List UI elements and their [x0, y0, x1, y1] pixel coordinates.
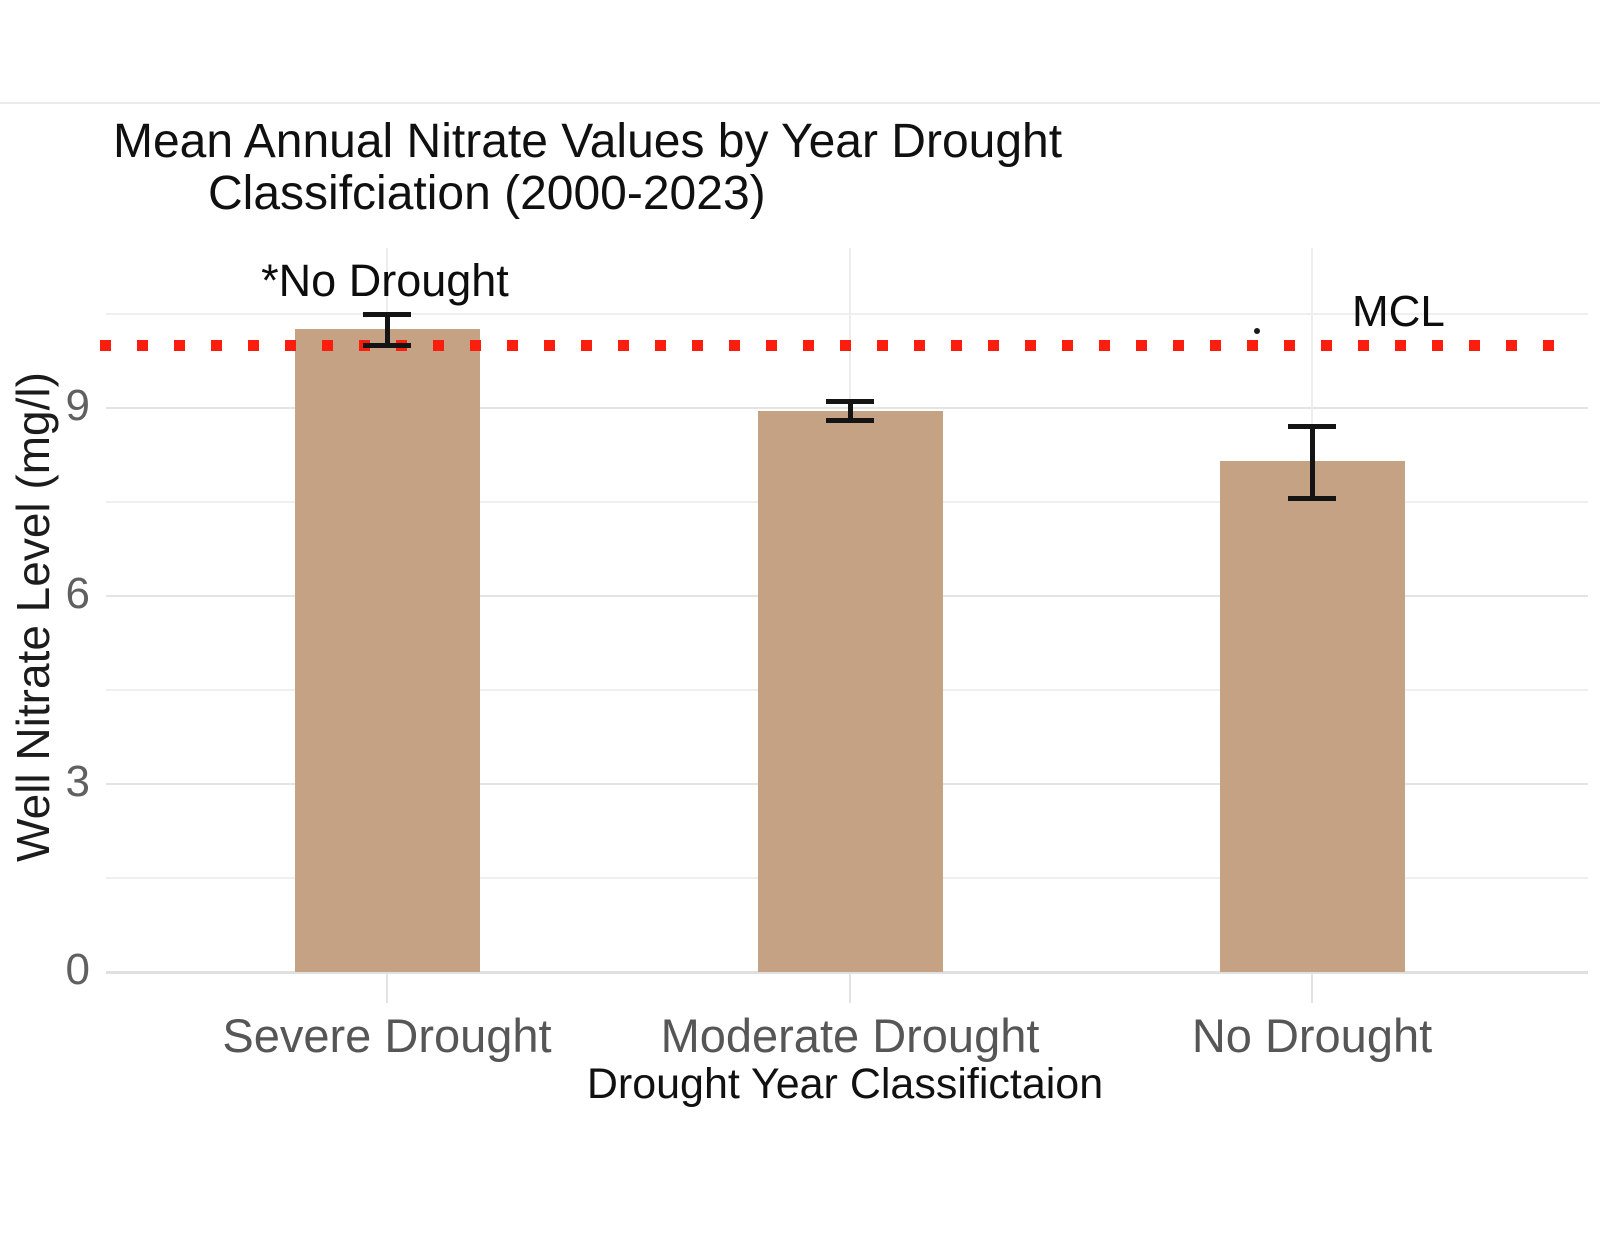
- y-axis-title: Well Nitrate Level (mg/l): [7, 372, 59, 862]
- chart-title-line2: Classifciation (2000-2023): [208, 167, 766, 220]
- error-bar-cap-bottom: [826, 417, 874, 423]
- x-axis-tick: [849, 973, 851, 1003]
- error-bar-stem: [384, 314, 390, 345]
- x-axis-title: Drought Year Classifictaion: [586, 1060, 1104, 1108]
- x-tick-label: Moderate Drought: [660, 1009, 1040, 1062]
- x-axis-tick: [1311, 973, 1313, 1003]
- bar-severe-drought: [294, 329, 480, 972]
- y-tick-label: 9: [65, 380, 90, 430]
- y-tick-label: 3: [65, 756, 90, 806]
- x-tick-label: No Drought: [1191, 1009, 1433, 1062]
- gridline-minor: [106, 312, 1588, 315]
- gridline-major: [106, 406, 1588, 409]
- stray-point-dot: [1254, 328, 1260, 334]
- bar-moderate-drought: [757, 410, 943, 972]
- x-axis-baseline: [106, 971, 1588, 974]
- page-top-divider: [0, 102, 1600, 104]
- mcl-line-label: MCL: [1352, 287, 1445, 336]
- no-drought-annotation: *No Drought: [261, 255, 509, 306]
- chart-title-line1: Mean Annual Nitrate Values by Year Droug…: [113, 115, 1063, 168]
- error-bar-cap-top: [363, 312, 411, 318]
- y-tick-label: 0: [65, 945, 90, 994]
- error-bar-cap-top: [826, 398, 874, 404]
- y-tick-label: 6: [65, 568, 90, 618]
- bar-no-drought: [1219, 460, 1405, 972]
- x-tick-label: Severe Drought: [222, 1009, 552, 1062]
- error-bar-cap-top: [1288, 424, 1336, 429]
- x-axis-tick: [386, 973, 388, 1003]
- mcl-reference-line: [100, 340, 1576, 351]
- error-bar-stem: [847, 401, 853, 421]
- error-bar-cap-bottom: [1288, 496, 1336, 502]
- error-bar-cap-bottom: [363, 342, 411, 348]
- error-bar-stem: [1309, 426, 1315, 499]
